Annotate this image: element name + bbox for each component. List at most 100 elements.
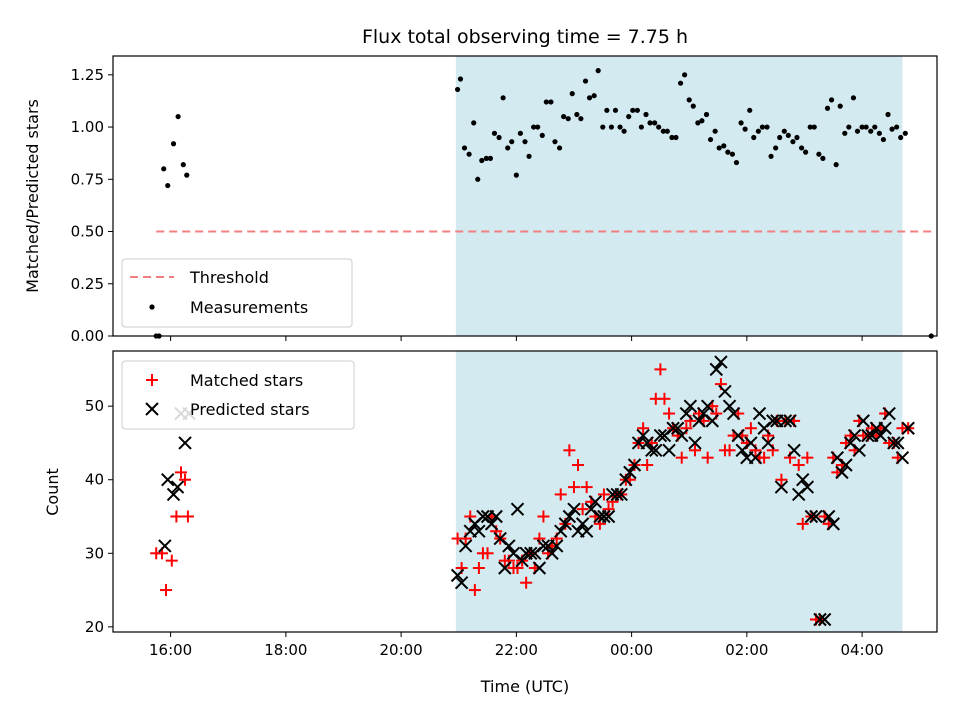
top-y-tick-label: 1.00 (71, 118, 104, 136)
predicted-point-b (817, 612, 832, 627)
measurement-point (548, 99, 554, 105)
legend-threshold-label: Threshold (189, 268, 269, 287)
measurement-point (664, 128, 670, 134)
predicted-point-b (722, 399, 737, 413)
bottom-y-tick-label: 20 (85, 618, 104, 636)
predicted-point (627, 458, 642, 472)
predicted-point-b (787, 443, 801, 458)
predicted-point-b (796, 473, 810, 487)
matched-point (567, 481, 580, 494)
bottom-x-ticks: 16:00 18:00 20:00 22:00 00:00 02:00 04:00 (149, 632, 884, 659)
measurement-point (820, 155, 826, 161)
top-axes-frame (112, 55, 938, 337)
predicted-point-b (882, 406, 896, 421)
predicted-point (670, 421, 685, 435)
predicted-point-b (645, 443, 659, 458)
chart-title: Flux total observing time = 7.75 h (362, 26, 688, 48)
measurement-point (454, 86, 461, 93)
predicted-point-b (696, 406, 711, 421)
measurement-point (656, 124, 662, 130)
legend-predicted-swatch (145, 402, 159, 416)
predicted-point-b (675, 428, 689, 443)
predicted-point-b (653, 428, 668, 443)
bottom-y-ticks: 20 30 40 50 (85, 397, 113, 636)
measurement-point (608, 124, 615, 130)
predicted-point (484, 517, 499, 531)
top-y-tick-label: 0.50 (71, 223, 104, 241)
measurement-point (626, 113, 632, 120)
measurement-point (513, 172, 519, 178)
predicted-point-b (887, 436, 901, 450)
bottom-y-tick-label: 40 (85, 471, 104, 489)
predicted-point-b (752, 406, 767, 421)
measurement-point (165, 182, 171, 189)
predicted-point (778, 414, 793, 428)
predicted-point-b (510, 502, 525, 516)
predicted-point (709, 362, 724, 377)
measurement-point (586, 95, 593, 101)
x-tick-label: 00:00 (610, 641, 653, 659)
predicted-point (731, 428, 745, 443)
legend-measurements-swatch (149, 304, 155, 310)
predicted-point-b (709, 362, 724, 377)
predicted-point (524, 546, 538, 560)
predicted-point (766, 414, 780, 428)
predicted-point-b (843, 436, 858, 450)
predicted-point-b (158, 539, 172, 553)
top-y-axis-label: Matched/Predicted stars (23, 99, 42, 293)
measurement-point (759, 124, 766, 130)
predicted-point (158, 539, 172, 553)
predicted-point (835, 465, 849, 480)
predicted-point-b (744, 436, 758, 450)
predicted-point (761, 436, 775, 450)
predicted-point-b (584, 502, 598, 516)
predicted-point (502, 539, 516, 553)
measurement-point (785, 132, 791, 139)
predicted-point (575, 517, 590, 531)
measurement-point (850, 95, 857, 101)
measurement-point (902, 130, 908, 136)
matched-point (641, 459, 654, 472)
measurement-point (471, 120, 477, 126)
measurement-point (863, 124, 869, 130)
predicted-point (688, 436, 702, 450)
x-tick-label: 22:00 (495, 641, 538, 659)
measurement-point (184, 172, 190, 178)
predicted-point (813, 612, 827, 627)
matched-point (796, 517, 809, 530)
measurement-point (180, 162, 186, 168)
measurement-point (725, 149, 731, 155)
measurement-point (738, 120, 744, 126)
predicted-point-b (524, 546, 538, 560)
measurement-point (660, 128, 666, 134)
predicted-point-b (731, 428, 745, 443)
measurements-series (153, 68, 934, 339)
predicted-point-b (610, 487, 624, 502)
predicted-point (821, 509, 836, 524)
predicted-point-b (623, 465, 637, 480)
measurement-point (755, 128, 761, 134)
measurement-point (612, 107, 619, 113)
matched-point (572, 459, 585, 472)
predicted-point-b (506, 546, 521, 560)
bottom-panel: 20 30 40 50 16:00 18:00 20:00 22:00 00:00 02:00 0… (43, 350, 938, 696)
legend-predicted-label: Predicted stars (190, 400, 310, 419)
measurement-point (729, 151, 736, 157)
predicted-point-b (636, 428, 650, 443)
predicted-point (489, 509, 503, 524)
predicted-point (610, 487, 624, 502)
matched-point (637, 422, 650, 435)
matched-point (170, 510, 183, 523)
predicted-point (744, 436, 758, 450)
measurement-point (556, 145, 563, 151)
matched-point (723, 444, 736, 457)
measurement-point (798, 145, 805, 151)
predicted-point (498, 561, 512, 575)
measurement-point (716, 145, 722, 151)
predicted-point (817, 612, 832, 627)
predicted-point-b (614, 487, 628, 502)
matched-point (658, 392, 671, 405)
predicted-point-b (476, 509, 490, 524)
measurement-point (677, 80, 684, 86)
bottom-observing-span (455, 351, 903, 632)
